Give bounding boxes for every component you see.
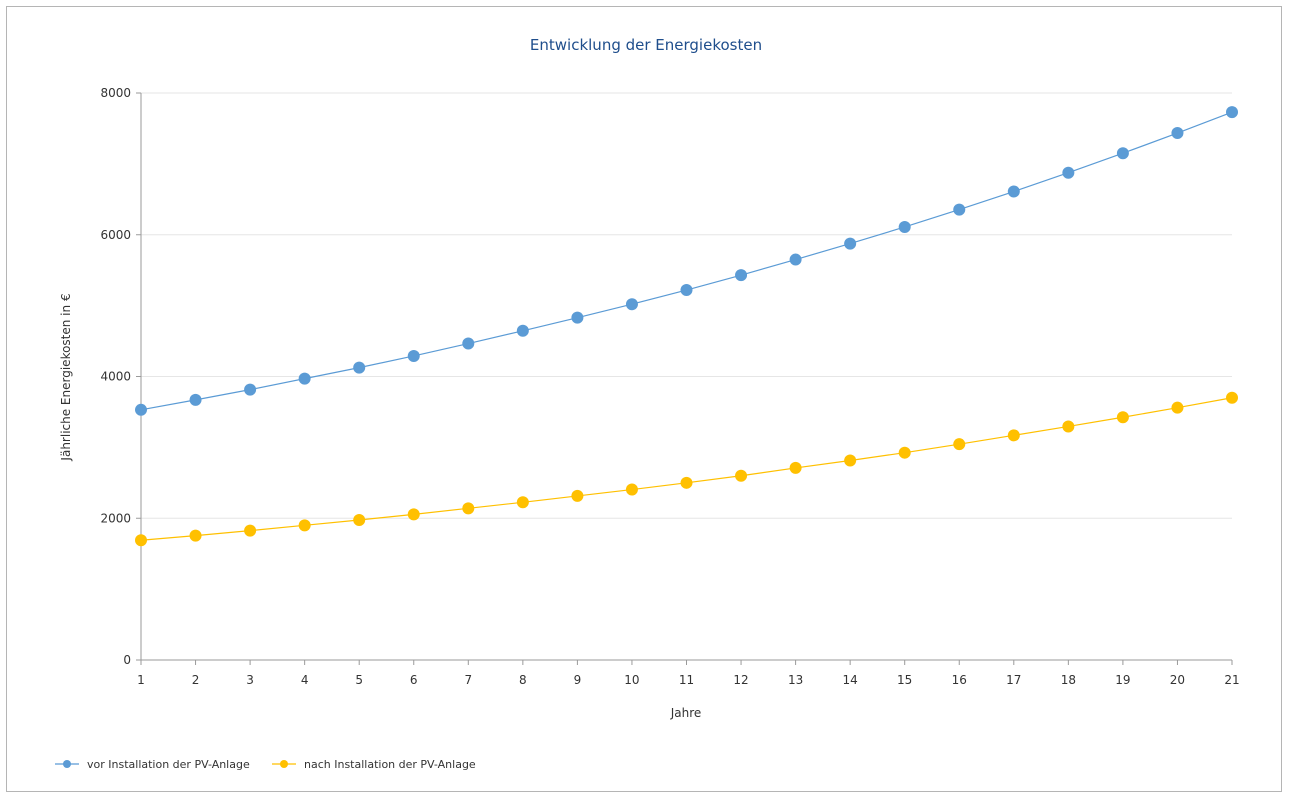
x-tick-label: 5 <box>355 673 363 687</box>
data-point[interactable] <box>298 372 311 385</box>
x-tick-label: 1 <box>137 673 145 687</box>
x-tick-label: 4 <box>301 673 309 687</box>
x-tick-label: 9 <box>574 673 582 687</box>
x-tick-label: 18 <box>1061 673 1076 687</box>
x-tick-label: 7 <box>464 673 472 687</box>
legend-swatch-marker <box>280 760 288 768</box>
data-point[interactable] <box>1062 420 1075 433</box>
grid-lines <box>141 92 1232 519</box>
data-point[interactable] <box>353 361 366 374</box>
data-point[interactable] <box>898 446 911 459</box>
x-tick-label: 15 <box>897 673 912 687</box>
x-tick-label: 12 <box>733 673 748 687</box>
series-line <box>140 111 1233 411</box>
x-tick-label: 17 <box>1006 673 1021 687</box>
data-point[interactable] <box>953 438 966 451</box>
series-line <box>140 397 1233 541</box>
data-point[interactable] <box>680 476 693 489</box>
x-tick-label: 6 <box>410 673 418 687</box>
x-tick-label: 20 <box>1170 673 1185 687</box>
x-tick-label: 13 <box>788 673 803 687</box>
data-point[interactable] <box>735 469 748 482</box>
x-tick-label: 10 <box>624 673 639 687</box>
x-tick-label: 3 <box>246 673 254 687</box>
data-point[interactable] <box>898 220 911 233</box>
data-point[interactable] <box>189 393 202 406</box>
y-axis-label: Jährliche Energiekosten in € <box>59 293 73 461</box>
data-point[interactable] <box>189 529 202 542</box>
data-point[interactable] <box>353 514 366 527</box>
data-point[interactable] <box>1007 429 1020 442</box>
data-point[interactable] <box>516 324 529 337</box>
legend-item-1[interactable]: vor Installation der PV-Anlage <box>55 758 250 771</box>
y-tick-label: 4000 <box>100 370 131 384</box>
y-tick-label: 0 <box>123 653 131 667</box>
y-tick-label: 6000 <box>100 228 131 242</box>
data-point[interactable] <box>735 269 748 282</box>
series-layer <box>135 106 1238 547</box>
data-point[interactable] <box>789 253 802 266</box>
data-point[interactable] <box>680 284 693 297</box>
data-point[interactable] <box>571 489 584 502</box>
data-point[interactable] <box>1171 401 1184 414</box>
data-point[interactable] <box>625 483 638 496</box>
legend-label: nach Installation der PV-Anlage <box>304 758 476 771</box>
x-tick-label: 21 <box>1224 673 1239 687</box>
data-point[interactable] <box>1116 411 1129 424</box>
x-tick-label: 8 <box>519 673 527 687</box>
chart-frame <box>6 6 1282 792</box>
y-tick-label: 8000 <box>100 86 131 100</box>
data-point[interactable] <box>571 311 584 324</box>
data-point[interactable] <box>516 496 529 509</box>
data-point[interactable] <box>462 502 475 515</box>
x-tick-label: 2 <box>192 673 200 687</box>
data-point[interactable] <box>953 203 966 216</box>
legend: vor Installation der PV-Anlage nach Insta… <box>55 758 476 771</box>
data-point[interactable] <box>462 337 475 350</box>
legend-label: vor Installation der PV-Anlage <box>87 758 250 771</box>
data-point[interactable] <box>789 461 802 474</box>
x-tick-label: 16 <box>952 673 967 687</box>
x-axis-label: Jahre <box>670 706 702 720</box>
data-point[interactable] <box>135 534 147 547</box>
data-point[interactable] <box>244 383 257 396</box>
data-point[interactable] <box>407 508 420 521</box>
data-point[interactable] <box>1116 147 1129 160</box>
legend-swatch-marker <box>63 760 71 768</box>
series-1 <box>135 106 1238 416</box>
legend-item-2[interactable]: nach Installation der PV-Anlage <box>272 758 476 771</box>
data-point[interactable] <box>844 454 857 467</box>
data-point[interactable] <box>1062 166 1075 179</box>
data-point[interactable] <box>407 349 420 362</box>
data-point[interactable] <box>135 403 147 416</box>
x-tick-label: 19 <box>1115 673 1130 687</box>
data-point[interactable] <box>844 237 857 250</box>
x-tick-label: 11 <box>679 673 694 687</box>
x-axis-ticks: 1 2 3 4 5 6 7 8 9 10 11 12 13 14 15 16 17 18 19 20 21 <box>137 660 1240 687</box>
data-point[interactable] <box>1007 185 1020 198</box>
data-point[interactable] <box>625 298 638 311</box>
y-axis-ticks: 0 2000 4000 6000 8000 <box>100 86 141 667</box>
x-tick-label: 14 <box>843 673 858 687</box>
data-point[interactable] <box>298 519 311 532</box>
data-point[interactable] <box>1226 391 1238 404</box>
data-point[interactable] <box>1226 106 1238 119</box>
chart-title: Entwicklung der Energiekosten <box>530 36 762 54</box>
data-point[interactable] <box>244 524 257 537</box>
data-point[interactable] <box>1171 127 1184 140</box>
series-2 <box>135 391 1238 547</box>
y-tick-label: 2000 <box>100 511 131 525</box>
